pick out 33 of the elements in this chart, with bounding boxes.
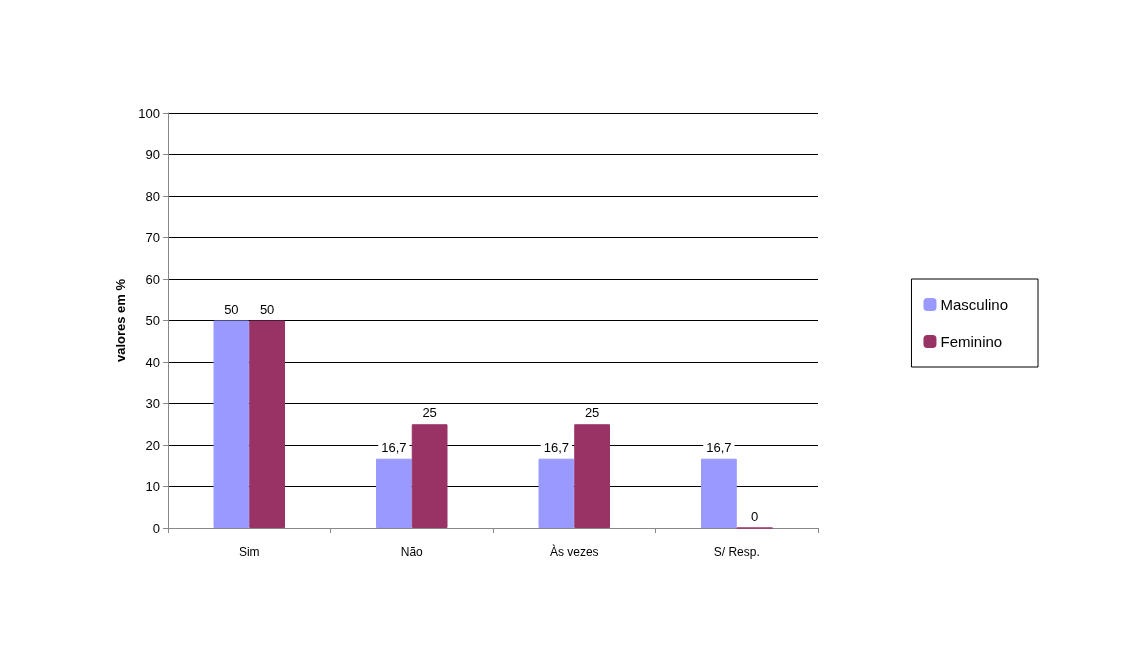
y-tick-label: 60 bbox=[145, 271, 160, 287]
y-tick-label: 30 bbox=[145, 396, 160, 411]
data-label: 16,7 bbox=[706, 439, 732, 455]
data-label: 0 bbox=[751, 508, 759, 524]
y-tick-label: 50 bbox=[145, 313, 160, 328]
y-tick-label: 0 bbox=[152, 520, 160, 536]
bar bbox=[249, 320, 285, 528]
bar bbox=[411, 424, 448, 528]
data-label: 25 bbox=[584, 405, 600, 421]
bar bbox=[574, 424, 610, 528]
data-label: 50 bbox=[224, 301, 239, 317]
y-tick-label: 20 bbox=[145, 437, 160, 453]
data-label: 25 bbox=[422, 405, 437, 421]
y-axis-title: valores em % bbox=[113, 278, 129, 363]
x-tick-label: Às vezes bbox=[549, 544, 599, 559]
data-label: 16,7 bbox=[543, 439, 570, 455]
y-tick-label: 10 bbox=[145, 479, 160, 494]
x-tick-label: Sim bbox=[238, 545, 260, 559]
y-tick-label: 90 bbox=[145, 147, 160, 162]
y-tick-label: 80 bbox=[145, 188, 160, 204]
y-tick-label: 70 bbox=[145, 230, 160, 245]
data-label: 50 bbox=[259, 301, 275, 317]
x-tick-label: S/ Resp. bbox=[713, 545, 760, 559]
bar bbox=[376, 458, 412, 528]
legend-label: Feminino bbox=[940, 333, 1003, 350]
x-tick-label: Não bbox=[400, 545, 424, 559]
y-tick-label: 100 bbox=[138, 105, 160, 121]
bar bbox=[213, 320, 250, 528]
bar bbox=[701, 458, 737, 528]
y-tick-label: 40 bbox=[145, 354, 160, 370]
legend-label: Masculino bbox=[940, 296, 1008, 313]
bar bbox=[538, 458, 575, 528]
data-label: 16,7 bbox=[381, 439, 407, 455]
